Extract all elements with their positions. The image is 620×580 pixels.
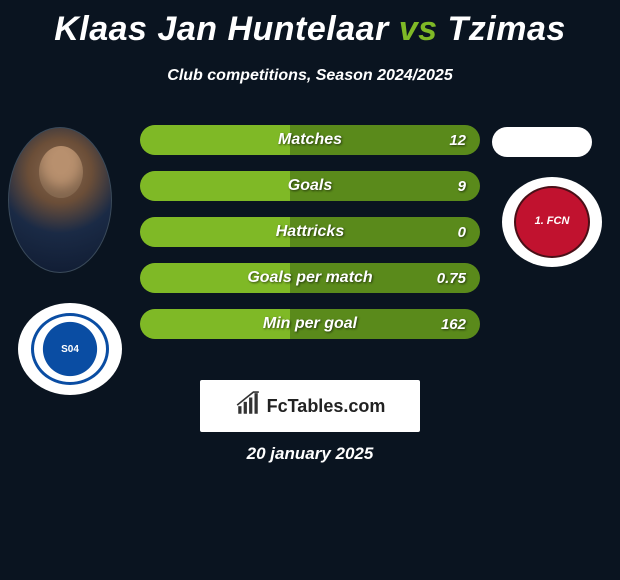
watermark: FcTables.com xyxy=(200,380,420,432)
stat-bar-label: Hattricks xyxy=(140,223,480,241)
player1-photo xyxy=(8,127,112,273)
fcn-logo-text: 1. FCN xyxy=(535,216,570,228)
stat-bar: Goals per match0.75 xyxy=(140,263,480,293)
player2-club-badge: 1. FCN xyxy=(502,177,602,267)
schalke-logo-icon: S04 xyxy=(31,313,109,385)
player2-photo-placeholder xyxy=(492,127,592,157)
stat-bar: Goals9 xyxy=(140,171,480,201)
date-label: 20 january 2025 xyxy=(0,444,620,464)
player1-club-badge: S04 xyxy=(18,303,122,395)
stat-bar: Hattricks0 xyxy=(140,217,480,247)
title-player2: Tzimas xyxy=(448,10,566,48)
stat-bar-value: 0.75 xyxy=(437,270,466,287)
page-title: Klaas Jan Huntelaar vs Tzimas xyxy=(0,0,620,49)
bar-chart-icon xyxy=(235,391,261,422)
stat-bar-label: Min per goal xyxy=(140,315,480,333)
stat-bar-label: Goals per match xyxy=(140,269,480,287)
subtitle: Club competitions, Season 2024/2025 xyxy=(0,67,620,85)
fcn-logo-icon: 1. FCN xyxy=(514,186,590,258)
stat-bar-value: 9 xyxy=(458,178,466,195)
stat-bar-value: 12 xyxy=(449,132,466,149)
stat-bar-label: Goals xyxy=(140,177,480,195)
watermark-text: FcTables.com xyxy=(267,396,386,417)
stat-bar-value: 162 xyxy=(441,316,466,333)
stat-bars: Matches12 Goals9 Hattricks0 Goals per match… xyxy=(140,125,480,355)
title-vs: vs xyxy=(399,10,438,48)
title-player1: Klaas Jan Huntelaar xyxy=(54,10,389,48)
stat-bar-label: Matches xyxy=(140,131,480,149)
stat-bar: Matches12 xyxy=(140,125,480,155)
stat-bar: Min per goal162 xyxy=(140,309,480,339)
stat-bar-value: 0 xyxy=(458,224,466,241)
